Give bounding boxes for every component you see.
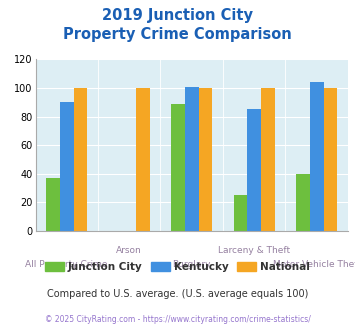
- Text: Property Crime Comparison: Property Crime Comparison: [63, 27, 292, 42]
- Bar: [60, 102, 73, 231]
- Bar: [136, 88, 150, 231]
- Text: Motor Vehicle Theft: Motor Vehicle Theft: [273, 260, 355, 269]
- Bar: [171, 104, 185, 231]
- Bar: [296, 174, 310, 231]
- Bar: [261, 88, 275, 231]
- Bar: [198, 88, 212, 231]
- Text: 2019 Junction City: 2019 Junction City: [102, 8, 253, 23]
- Bar: [73, 88, 87, 231]
- Text: Larceny & Theft: Larceny & Theft: [218, 247, 290, 255]
- Bar: [185, 86, 198, 231]
- Text: Arson: Arson: [116, 247, 142, 255]
- Text: © 2025 CityRating.com - https://www.cityrating.com/crime-statistics/: © 2025 CityRating.com - https://www.city…: [45, 315, 310, 324]
- Text: Burglary: Burglary: [173, 260, 211, 269]
- Bar: [234, 195, 247, 231]
- Text: All Property Crime: All Property Crime: [26, 260, 108, 269]
- Text: Compared to U.S. average. (U.S. average equals 100): Compared to U.S. average. (U.S. average …: [47, 289, 308, 299]
- Bar: [323, 88, 337, 231]
- Bar: [310, 82, 323, 231]
- Bar: [247, 110, 261, 231]
- Bar: [46, 178, 60, 231]
- Legend: Junction City, Kentucky, National: Junction City, Kentucky, National: [41, 258, 314, 276]
